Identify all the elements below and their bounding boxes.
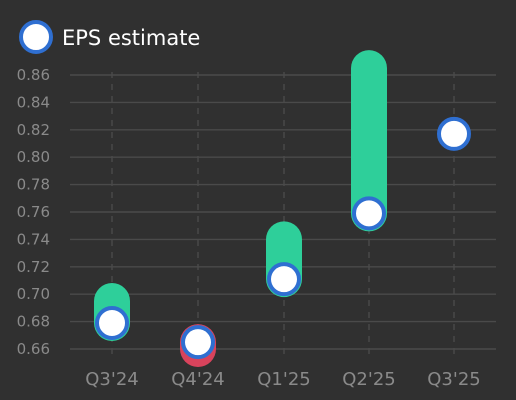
estimate-points [95,116,471,360]
estimate-point[interactable] [437,116,471,151]
y-tick-label: 0.72 [17,258,50,276]
y-tick-label: 0.82 [17,121,50,139]
estimate-point[interactable] [181,325,215,360]
y-tick-label: 0.80 [17,148,50,166]
estimate-point[interactable] [95,305,129,340]
y-tick-label: 0.74 [17,230,50,248]
actual-range-bars [94,50,387,367]
legend: EPS estimate [19,20,200,54]
y-tick-label: 0.76 [17,203,50,221]
y-tick-label: 0.86 [17,66,50,84]
x-tick-label: Q3'25 [427,369,480,390]
y-tick-label: 0.66 [17,340,50,358]
x-tick-label: Q3'24 [85,369,138,390]
estimate-point[interactable] [267,262,301,297]
estimate-point[interactable] [352,196,386,231]
beat-bar [351,50,387,232]
x-tick-label: Q1'25 [257,369,310,390]
legend-label: EPS estimate [62,26,200,50]
grid [70,72,496,356]
y-tick-label: 0.84 [17,93,50,111]
y-tick-label: 0.70 [17,285,50,303]
x-tick-label: Q4'24 [171,369,224,390]
y-axis-ticks: 0.66 0.68 0.70 0.72 0.74 0.76 0.78 0.80 0.82 0.84… [17,66,50,358]
y-tick-label: 0.68 [17,313,50,331]
x-axis-ticks: Q3'24 Q4'24 Q1'25 Q2'25 Q3'25 [85,369,480,390]
legend-marker-icon [19,20,53,54]
y-tick-label: 0.78 [17,176,50,194]
x-tick-label: Q2'25 [342,369,395,390]
